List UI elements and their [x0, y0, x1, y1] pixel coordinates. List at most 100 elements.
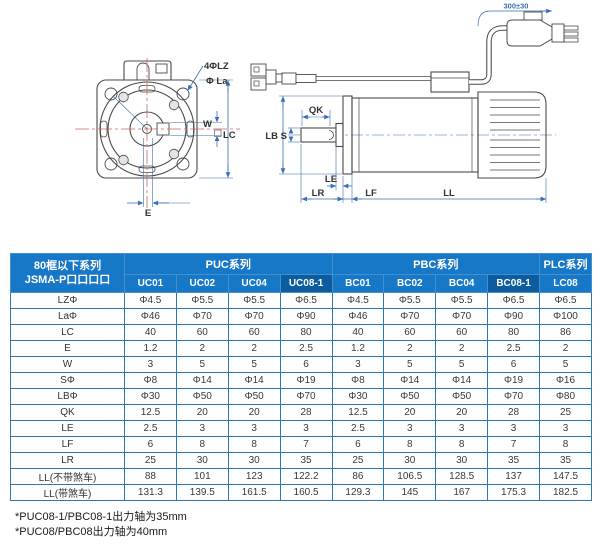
front-bolt-circle-diagonal — [112, 95, 148, 130]
table-cell: 35 — [539, 452, 592, 469]
table-cell: Φ6.5 — [539, 292, 592, 309]
front-bolt-hole — [104, 157, 118, 171]
group-header-plc: PLC系列 — [539, 253, 592, 275]
table-cell: 1.2 — [331, 340, 385, 357]
table-cell: 28 — [487, 404, 540, 421]
front-view-dimension-lines — [127, 65, 233, 207]
table-cell: 25 — [331, 452, 385, 469]
table-cell: 5 — [435, 356, 489, 373]
table-group-header-row: 80框以下系列 JSMA-P口口口口 PUC系列 PBC系列 PLC系列 — [10, 253, 592, 293]
front-top-housing — [123, 60, 172, 80]
table-cell: Φ70 — [383, 308, 437, 325]
table-cell: 80 — [279, 324, 333, 341]
table-cell: Φ100 — [539, 308, 592, 325]
table-cell: 2 — [175, 340, 229, 357]
table-cell: Φ50 — [175, 388, 229, 405]
table-cell: 106.5 — [383, 468, 437, 485]
table-cell: Φ70 — [487, 388, 540, 405]
table-row: LL(带煞车) 131.3 139.5 161.5 160.5 129.3 145 167 17… — [10, 484, 592, 501]
dim-label-w: W — [203, 119, 212, 130]
table-cell: Φ14 — [435, 372, 489, 389]
side-view-dimension-lines — [279, 8, 552, 203]
table-cell: 6 — [331, 436, 385, 453]
table-cell: 7 — [487, 436, 540, 453]
table-row: LR 25 30 30 35 25 30 30 35 35 — [10, 452, 592, 469]
table-cell: 2.5 — [124, 420, 177, 437]
row-label: LaΦ — [10, 308, 125, 325]
table-cell: 20 — [435, 404, 489, 421]
table-cell: 3 — [331, 356, 385, 373]
table-cell: 167 — [435, 484, 489, 501]
table-cell: Φ80 — [539, 388, 592, 405]
table-cell: Φ4.5 — [331, 292, 385, 309]
table-cell: 8 — [175, 436, 229, 453]
dim-label-pilot-dia: Φ La — [206, 76, 228, 87]
table-cell: 80 — [487, 324, 540, 341]
table-cell: Φ8 — [124, 372, 177, 389]
column-header-lc08: LC08 — [539, 274, 592, 293]
table-cell: 8 — [539, 436, 592, 453]
table-cell: 2 — [539, 340, 592, 357]
row-label: E — [10, 340, 125, 357]
table-cell: Φ50 — [227, 388, 281, 405]
dim-label-ll: LL — [443, 188, 455, 199]
column-header-uc08-1: UC08-1 — [279, 274, 333, 293]
series-title-line1: 80框以下系列 — [33, 259, 102, 272]
table-cell: 3 — [487, 420, 540, 437]
table-cell: Φ6.5 — [279, 292, 333, 309]
table-cell: Φ70 — [227, 308, 281, 325]
table-row: LZΦ Φ4.5 Φ5.5 Φ5.5 Φ6.5 Φ4.5 Φ5.5 Φ5.5 Φ6.5 Φ6.5 — [10, 292, 592, 309]
table-cell: 60 — [227, 324, 281, 341]
table-cell: Φ19 — [279, 372, 333, 389]
table-cell: 60 — [383, 324, 437, 341]
table-cell: 30 — [383, 452, 437, 469]
table-cell: 122.2 — [279, 468, 333, 485]
table-cell: Φ46 — [331, 308, 385, 325]
footnote-1: *PUC08-1/PBC08-1出力轴为35mm — [15, 511, 187, 523]
dim-label-le: LE — [325, 174, 337, 185]
table-row: QK 12.5 20 20 28 12.5 20 20 28 25 — [10, 404, 592, 421]
table-cell: 3 — [539, 420, 592, 437]
table-row: LC 40 60 60 80 40 60 60 80 86 — [10, 324, 592, 341]
table-cell: Φ50 — [435, 388, 489, 405]
row-label: LE — [10, 420, 125, 437]
dimension-spec-table: 80框以下系列 JSMA-P口口口口 PUC系列 PBC系列 PLC系列 UC0… — [10, 253, 592, 501]
table-row: E 1.2 2 2 2.5 1.2 2 2 2.5 2 — [10, 340, 592, 357]
row-label: LC — [10, 324, 125, 341]
table-cell: 145 — [383, 484, 437, 501]
table-cell: 12.5 — [124, 404, 177, 421]
table-row: SΦ Φ8 Φ14 Φ14 Φ19 Φ8 Φ14 Φ14 Φ19 Φ16 — [10, 372, 592, 389]
table-cell: 3 — [227, 420, 281, 437]
table-cell: 25 — [539, 404, 592, 421]
dim-label-lf: LF — [365, 188, 377, 199]
table-cell: 131.3 — [124, 484, 177, 501]
table-cell: 60 — [435, 324, 489, 341]
table-cell: 128.5 — [435, 468, 489, 485]
table-cell: 2 — [227, 340, 281, 357]
table-cell: 2.5 — [487, 340, 540, 357]
dim-label-bolt-holes: 4ΦLZ — [204, 61, 229, 72]
table-cell: Φ46 — [124, 308, 177, 325]
table-cell: Φ90 — [279, 308, 333, 325]
table-cell: Φ50 — [383, 388, 437, 405]
table-cell: 88 — [124, 468, 177, 485]
table-cell: 123 — [227, 468, 281, 485]
table-cell: 139.5 — [175, 484, 229, 501]
table-row: LaΦ Φ46 Φ70 Φ70 Φ90 Φ46 Φ70 Φ70 Φ90 Φ100 — [10, 308, 592, 325]
side-shaft — [300, 127, 342, 143]
dim-label-s: S — [281, 131, 287, 142]
table-cell: 20 — [227, 404, 281, 421]
table-cell: Φ30 — [331, 388, 385, 405]
table-cell: Φ14 — [227, 372, 281, 389]
table-cell: 28 — [279, 404, 333, 421]
dim-label-lc: LC — [223, 130, 236, 141]
motor-side-view — [250, 11, 579, 179]
table-cell: 182.5 — [539, 484, 592, 501]
dim-label-cable-length: 300±30 — [504, 2, 529, 11]
motor-dimension-drawing: 4ΦLZ Φ La W LC E — [75, 2, 579, 219]
table-cell: 25 — [124, 452, 177, 469]
table-cell: 6 — [279, 356, 333, 373]
table-corner-header: 80框以下系列 JSMA-P口口口口 — [10, 253, 125, 293]
row-label: LZΦ — [10, 292, 125, 309]
